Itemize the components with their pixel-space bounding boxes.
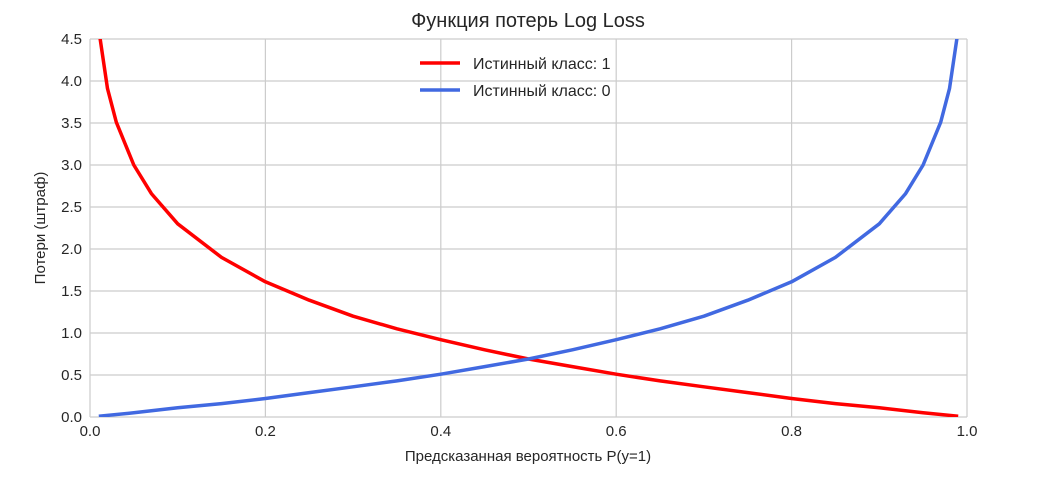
x-tick-label: 0.0	[80, 423, 101, 440]
chart-title: Функция потерь Log Loss	[411, 10, 645, 32]
y-tick-label: 4.5	[61, 31, 82, 48]
x-tick-label: 0.4	[430, 423, 451, 440]
y-tick-label: 4.0	[61, 73, 82, 90]
y-tick-label: 0.0	[61, 409, 82, 426]
y-tick-label: 1.0	[61, 325, 82, 342]
y-tick-label: 0.5	[61, 367, 82, 384]
legend-label-class-1: Истинный класс: 1	[473, 56, 611, 73]
y-tick-label: 2.0	[61, 241, 82, 258]
y-tick-label: 3.0	[61, 157, 82, 174]
legend: Истинный класс: 1 Истинный класс: 0	[420, 56, 611, 100]
x-axis-label: Предсказанная вероятность P(y=1)	[405, 448, 651, 465]
x-tick-label: 1.0	[957, 423, 978, 440]
x-tick-label: 0.2	[255, 423, 276, 440]
y-tick-label: 3.5	[61, 115, 82, 132]
y-tick-label: 1.5	[61, 283, 82, 300]
x-tick-label: 0.8	[781, 423, 802, 440]
x-tick-label: 0.6	[606, 423, 627, 440]
grid-lines	[89, 38, 968, 418]
series-lines	[98, 39, 959, 417]
series-line-0	[98, 39, 959, 417]
y-tick-label: 2.5	[61, 199, 82, 216]
legend-label-class-0: Истинный класс: 0	[473, 83, 611, 100]
series-line-1	[98, 39, 959, 417]
tick-labels: 0.0 0.2 0.4 0.6 0.8 1.0 0.0 0.5 1.0 1.5 2.0 2.5 3.0 3…	[61, 31, 977, 440]
y-axis-label: Потери (штраф)	[32, 172, 49, 285]
